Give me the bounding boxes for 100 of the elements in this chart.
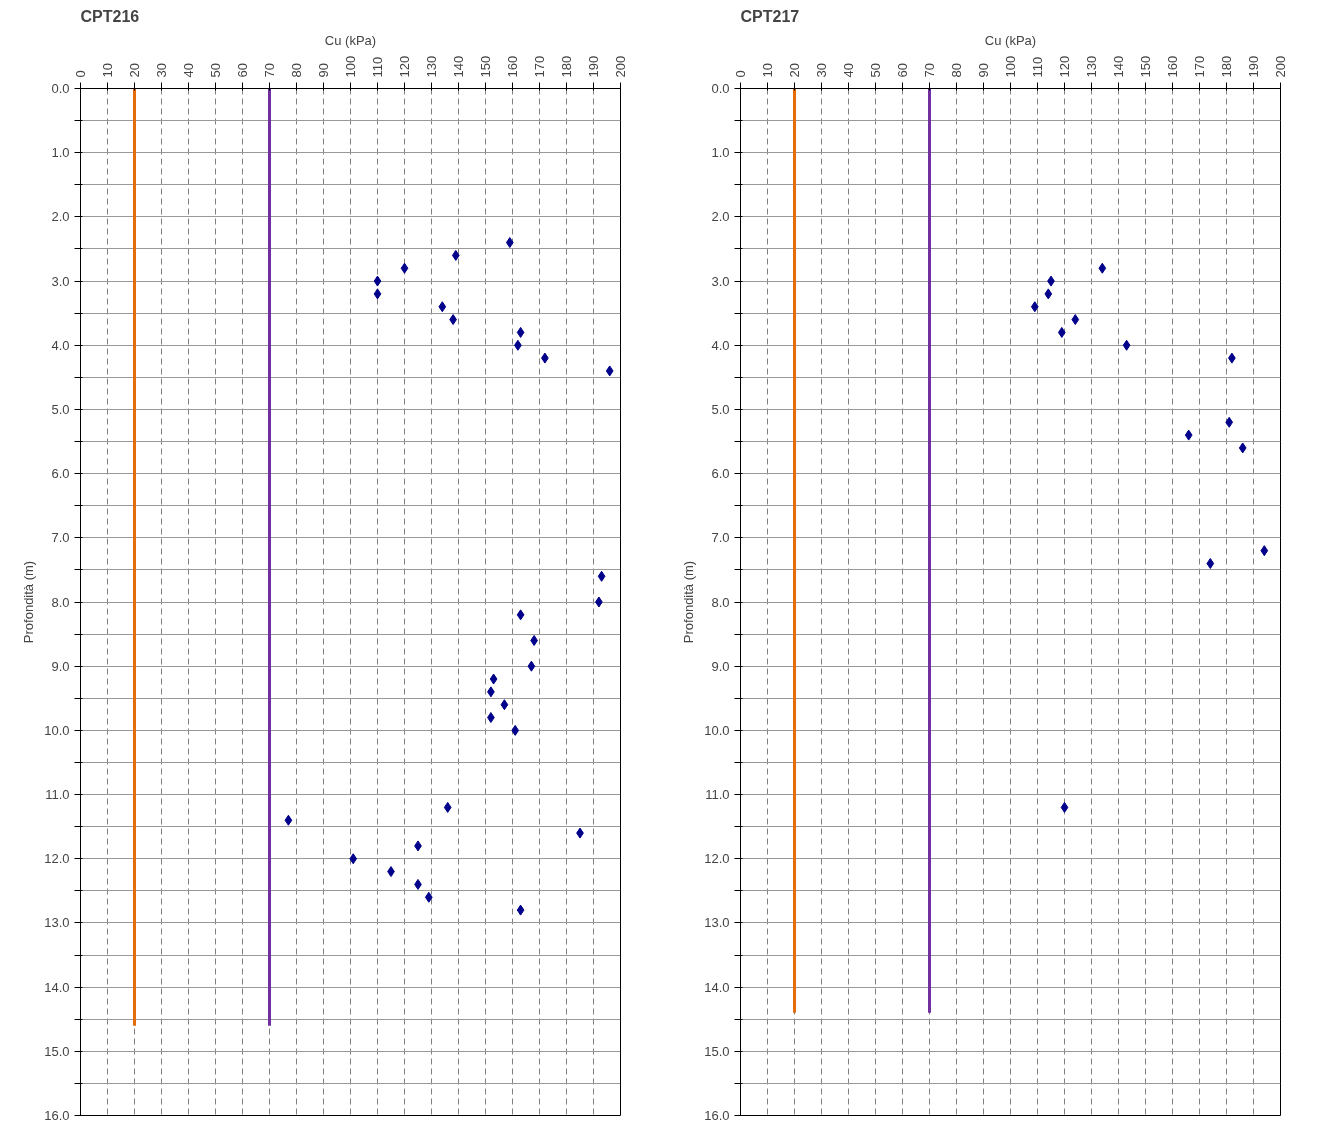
point <box>349 853 358 865</box>
x-tick-label: 10 <box>760 63 775 78</box>
x-tick-label: 30 <box>154 63 169 78</box>
y-tick-label: 7.0 <box>51 530 70 546</box>
point <box>511 724 520 736</box>
x-axis-title: Cu (kPa) <box>984 32 1037 48</box>
y-tick-label: 2.0 <box>51 209 70 225</box>
y-tick-label: 9.0 <box>711 658 730 674</box>
y-tick-label: 2.0 <box>711 209 730 225</box>
y-tick-label: 14.0 <box>44 979 70 995</box>
y-tick-label: 12.0 <box>44 851 70 867</box>
y-tick-label: 10.0 <box>44 722 70 738</box>
point <box>373 275 382 287</box>
x-tick-label: 60 <box>235 63 250 78</box>
x-tick-label: 180 <box>559 55 574 78</box>
point <box>516 326 525 338</box>
point <box>500 699 509 711</box>
y-tick-label: 9.0 <box>51 658 70 674</box>
y-tick-label: 4.0 <box>51 337 70 353</box>
point <box>1044 288 1053 300</box>
x-tick-label: 160 <box>1165 55 1180 78</box>
y-tick-label: 14.0 <box>704 979 730 995</box>
x-tick-label: 110 <box>370 56 385 78</box>
x-tick-label: 150 <box>478 55 493 78</box>
x-tick-label: 40 <box>181 63 196 78</box>
point <box>1098 262 1107 274</box>
point <box>597 570 606 582</box>
x-tick-label: 160 <box>505 55 520 78</box>
x-tick-label: 100 <box>343 55 358 78</box>
x-tick-label: 0 <box>733 70 748 78</box>
x-tick-label: 170 <box>1192 55 1207 78</box>
y-tick-label: 16.0 <box>704 1108 730 1123</box>
y-tick-label: 0.0 <box>711 81 730 96</box>
x-tick-label: 40 <box>841 63 856 78</box>
x-tick-label: 10 <box>100 63 115 78</box>
point <box>1184 429 1193 441</box>
point <box>516 609 525 621</box>
y-axis-title: Profondità (m) <box>21 560 37 644</box>
x-tick-label: 80 <box>289 63 304 78</box>
x-tick-label: 120 <box>397 55 412 78</box>
point <box>489 673 498 685</box>
y-tick-label: 12.0 <box>704 851 730 867</box>
x-tick-label: 60 <box>895 63 910 78</box>
point <box>284 814 293 826</box>
chart-title: CPT216 <box>80 7 140 25</box>
point <box>1060 801 1069 813</box>
point <box>1057 326 1066 338</box>
point <box>438 301 447 313</box>
x-tick-label: 130 <box>424 55 439 78</box>
point <box>605 365 614 377</box>
x-tick-label: 130 <box>1084 55 1099 78</box>
y-tick-label: 8.0 <box>51 594 70 610</box>
x-tick-label: 20 <box>787 63 802 78</box>
y-tick-label: 1.0 <box>711 145 730 161</box>
y-tick-label: 1.0 <box>51 145 70 161</box>
x-tick-label: 70 <box>922 63 937 78</box>
point <box>516 904 525 916</box>
y-axis-title: Profondità (m) <box>681 560 697 644</box>
point <box>1260 545 1269 557</box>
point <box>1122 339 1131 351</box>
x-tick-label: 190 <box>586 55 601 78</box>
x-tick-label: 190 <box>1246 55 1261 78</box>
point <box>373 288 382 300</box>
point <box>1225 416 1234 428</box>
y-tick-label: 6.0 <box>711 466 730 482</box>
x-tick-label: 0 <box>73 70 88 78</box>
x-tick-label: 140 <box>1111 55 1126 78</box>
y-tick-label: 3.0 <box>711 273 730 289</box>
y-tick-label: 8.0 <box>711 594 730 610</box>
x-tick-label: 140 <box>451 55 466 78</box>
x-tick-label: 200 <box>613 55 628 78</box>
x-tick-label: 30 <box>814 63 829 78</box>
x-tick-label: 50 <box>868 63 883 78</box>
x-tick-label: 70 <box>262 63 277 78</box>
point <box>443 801 452 813</box>
y-tick-label: 7.0 <box>711 530 730 546</box>
y-tick-label: 15.0 <box>704 1043 730 1059</box>
y-tick-label: 13.0 <box>704 915 730 931</box>
point <box>1030 301 1039 313</box>
x-tick-label: 100 <box>1003 55 1018 78</box>
y-tick-label: 11.0 <box>705 787 730 803</box>
y-tick-label: 15.0 <box>44 1043 70 1059</box>
point <box>1238 442 1247 454</box>
y-tick-label: 6.0 <box>51 466 70 482</box>
point <box>451 249 460 261</box>
point <box>505 237 514 249</box>
y-tick-label: 13.0 <box>44 915 70 931</box>
x-tick-label: 80 <box>949 63 964 78</box>
x-tick-label: 180 <box>1219 55 1234 78</box>
y-tick-label: 5.0 <box>51 401 70 417</box>
x-tick-label: 170 <box>532 55 547 78</box>
x-tick-label: 90 <box>976 63 991 78</box>
y-tick-label: 4.0 <box>711 337 730 353</box>
chart-title: CPT217 <box>740 7 800 25</box>
x-tick-label: 20 <box>127 63 142 78</box>
y-tick-label: 0.0 <box>51 81 70 96</box>
y-tick-label: 10.0 <box>704 722 730 738</box>
point <box>527 660 536 672</box>
x-tick-label: 150 <box>1138 55 1153 78</box>
point <box>400 262 409 274</box>
